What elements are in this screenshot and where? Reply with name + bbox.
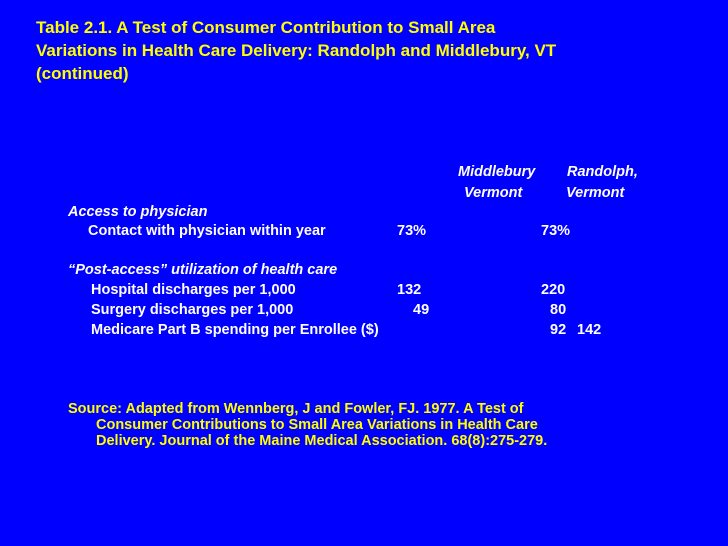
col-header-randolph-line-2: Vermont [566,185,625,201]
source-citation: Source: Adapted from Wennberg, J and Fow… [68,401,688,449]
col-header-middlebury-line-2: Vermont [464,185,523,201]
source-line-1: Source: Adapted from Wennberg, J and Fow… [68,401,524,417]
row-value-hospital-middlebury: 132 [397,282,422,298]
row-label-surgery: Surgery discharges per 1,000 [91,302,294,318]
col-header-randolph-line-1: Randolph, [567,164,638,180]
slide-title-line-1: Table 2.1. A Test of Consumer Contributi… [36,18,496,37]
section-heading-post-access: “Post-access” utilization of health care [68,262,338,278]
row-label-hospital: Hospital discharges per 1,000 [91,282,296,298]
row-value-medicare-randolph: 142 [577,322,602,338]
row-value-surgery-middlebury: 49 [413,302,430,318]
source-line-3: Delivery. Journal of the Maine Medical A… [96,433,548,449]
row-value-medicare-middlebury: 92 [550,322,567,338]
row-label-contact: Contact with physician within year [88,223,326,239]
col-header-middlebury-line-1: Middlebury [458,164,536,180]
row-value-contact-randolph: 73% [541,223,571,239]
row-label-medicare: Medicare Part B spending per Enrollee ($… [91,322,379,338]
row-value-surgery-randolph: 80 [550,302,567,318]
section-heading-access: Access to physician [68,204,208,220]
row-value-hospital-randolph: 220 [541,282,566,298]
slide-title-line-3: (continued) [36,64,129,83]
slide-title: Table 2.1. A Test of Consumer Contributi… [36,16,716,85]
row-value-contact-middlebury: 73% [397,223,427,239]
source-line-2: Consumer Contributions to Small Area Var… [96,417,538,433]
slide-title-line-2: Variations in Health Care Delivery: Rand… [36,41,557,60]
